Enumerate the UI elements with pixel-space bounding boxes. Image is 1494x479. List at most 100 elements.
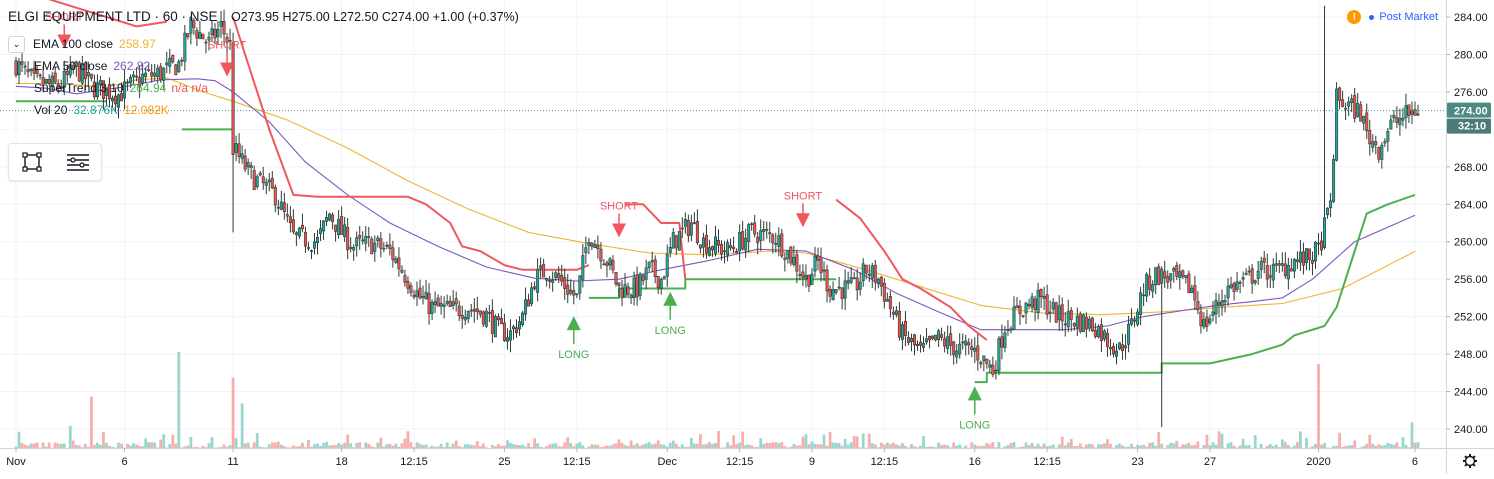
ema-50-line (15, 78, 1416, 331)
candle-body (1304, 248, 1308, 263)
candle-body (1121, 344, 1125, 351)
volume-bar (668, 442, 672, 448)
candle-body (1283, 263, 1287, 277)
volume-bar (249, 447, 253, 449)
volume-bar (1241, 438, 1245, 448)
volume-bar (870, 443, 874, 448)
volume-bar (382, 446, 386, 448)
candle-body (1244, 272, 1248, 275)
candle (1350, 94, 1354, 113)
candle (982, 355, 986, 372)
rectangle-select-icon[interactable] (17, 149, 47, 175)
candle (460, 305, 464, 329)
candle (1099, 318, 1103, 352)
volume-bar (304, 447, 307, 448)
volume-bar (647, 442, 651, 448)
volume-bar (71, 440, 75, 448)
volume-bar (913, 446, 916, 448)
volume-bar (931, 446, 934, 448)
arrow-down-icon (57, 34, 72, 49)
candle-body (575, 293, 579, 295)
volume-bar (572, 446, 576, 448)
candle-body (530, 287, 534, 305)
candle (1148, 268, 1152, 296)
candle (1347, 96, 1351, 117)
candle (1341, 90, 1345, 108)
volume-bar (855, 436, 859, 448)
candle (361, 231, 365, 245)
volume-bar (837, 443, 841, 448)
candle (840, 287, 844, 310)
candle (74, 60, 78, 77)
volume-bar (1286, 444, 1290, 448)
candle-body (186, 33, 190, 37)
candle-body (1350, 98, 1354, 104)
legend-row-volume[interactable]: Vol 20 32.876K 12.082K (8, 99, 208, 121)
candle-body (225, 36, 229, 43)
candle-body (59, 86, 63, 89)
symbol-title[interactable]: ELGI EQUIPMENT LTD · 60 · NSE (8, 9, 218, 24)
candle-body (605, 262, 609, 266)
volume-bar (204, 447, 208, 448)
candle-body (674, 235, 678, 249)
candle (611, 255, 615, 274)
volume-bar (337, 443, 341, 448)
price-tick-label: 256.00 (1454, 274, 1488, 286)
legend-supertrend-name: SuperTrend 3 10 (34, 81, 124, 95)
candle-body (165, 62, 169, 66)
volume-bar (512, 444, 515, 448)
candle (300, 213, 304, 233)
candle-body (385, 244, 389, 247)
list-lines-icon[interactable] (63, 149, 93, 175)
candle-body (144, 72, 148, 78)
candle (249, 161, 253, 179)
volume-bar (171, 434, 175, 448)
candle-body (680, 227, 684, 230)
candle (367, 226, 371, 248)
volume-bar (1009, 442, 1013, 448)
candle (204, 39, 208, 54)
candle-body (1289, 268, 1293, 272)
candle-body (92, 81, 96, 98)
volume-bar (391, 445, 395, 448)
candle-body (897, 310, 901, 338)
candle-body (1317, 242, 1321, 245)
candle (698, 244, 702, 254)
candle (1404, 93, 1408, 129)
legend-row-ema100[interactable]: ⌄ EMA 100 close 258.97 (8, 33, 208, 55)
volume-bar (705, 444, 708, 448)
candle-body (168, 57, 172, 67)
gear-icon[interactable] (1463, 454, 1477, 468)
legend-row-ema50[interactable]: EMA 50 close 262.82 (8, 55, 208, 77)
candle (958, 333, 962, 359)
candle-body (542, 264, 546, 278)
candle-body (1196, 301, 1200, 311)
legend-row-supertrend[interactable]: SuperTrend 3 10 264.94 n/a n/a (8, 77, 208, 99)
volume-bar (267, 444, 271, 448)
candle-body (56, 83, 60, 89)
candle-body (858, 281, 862, 290)
candle (502, 313, 506, 342)
candle (867, 264, 871, 282)
candle-body (949, 333, 953, 346)
candle-body (683, 218, 687, 227)
candle-body (608, 258, 612, 266)
candle-body (1072, 322, 1076, 327)
market-status[interactable]: ! Post Market (1347, 10, 1438, 24)
volume-bar (1103, 443, 1106, 448)
candle (1253, 279, 1257, 286)
candle-body (1326, 207, 1330, 215)
volume-bar (1413, 442, 1417, 448)
chevron-down-icon[interactable]: ⌄ (8, 35, 25, 53)
volume-bar (23, 444, 27, 448)
candle-body (994, 369, 998, 372)
exclamation-icon[interactable]: ! (1347, 10, 1362, 24)
candle-body (744, 237, 748, 251)
candle (291, 209, 295, 235)
candle-body (68, 64, 72, 76)
candle-body (32, 68, 36, 74)
candle (397, 247, 401, 277)
candle (1395, 106, 1399, 129)
